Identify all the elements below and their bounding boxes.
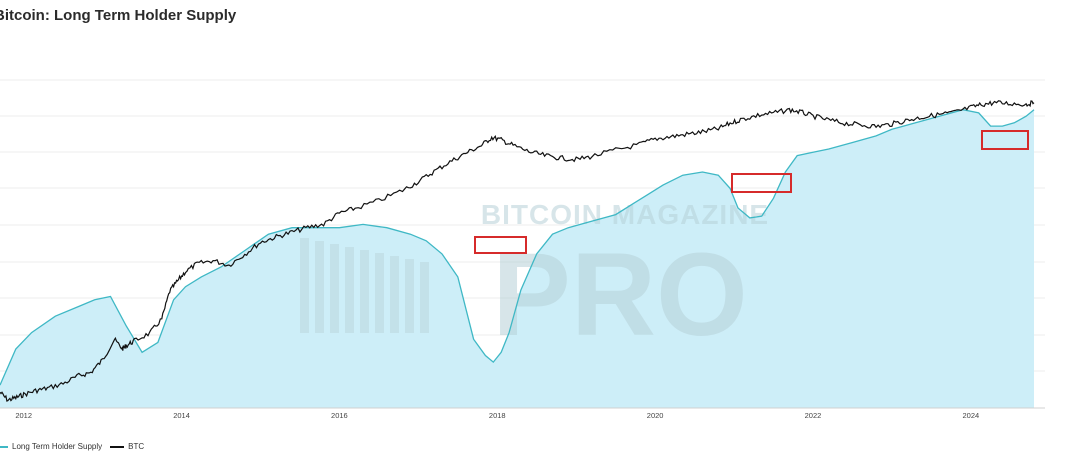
watermark-logo-bar-8	[420, 262, 429, 333]
x-tick-label-2016: 2016	[331, 411, 348, 420]
watermark-title: BITCOIN MAGAZINE	[481, 199, 769, 230]
watermark-logo-bar-6	[390, 256, 399, 333]
watermark-logo-bar-7	[405, 259, 414, 333]
chart-legend: Long Term Holder Supply BTC	[0, 442, 144, 451]
legend-item-btc[interactable]: BTC	[110, 442, 144, 451]
watermark-logo-bar-3	[345, 247, 354, 333]
x-tick-label-2022: 2022	[805, 411, 822, 420]
watermark-logo-bar-4	[360, 250, 369, 333]
chart-title: Bitcoin: Long Term Holder Supply	[0, 7, 237, 24]
series-line-lth-supply	[0, 109, 1035, 386]
legend-swatch-lth-supply	[0, 445, 8, 448]
legend-label-btc: BTC	[128, 442, 145, 451]
highlight-box-2	[981, 130, 1029, 150]
series-line-btc	[0, 100, 1035, 402]
highlight-box-1	[731, 173, 792, 193]
watermark-logo-bar-2	[330, 244, 339, 333]
legend-swatch-btc	[110, 445, 125, 448]
x-tick-label-2024: 2024	[963, 411, 980, 420]
watermark-logo-bar-0	[300, 238, 309, 333]
x-tick-label-2018: 2018	[489, 411, 506, 420]
legend-item-lth-supply[interactable]: Long Term Holder Supply	[0, 442, 102, 451]
x-tick-label-2014: 2014	[173, 411, 190, 420]
series-area-lth-supply	[0, 109, 1034, 408]
watermark-pro: PRO	[492, 229, 748, 361]
watermark-logo-bar-5	[375, 253, 384, 333]
watermark-logo-bar-1	[315, 241, 324, 333]
x-tick-label-2012: 2012	[15, 411, 32, 420]
x-tick-label-2020: 2020	[647, 411, 664, 420]
legend-label-lth-supply: Long Term Holder Supply	[12, 442, 103, 451]
highlight-box-0	[474, 236, 527, 254]
